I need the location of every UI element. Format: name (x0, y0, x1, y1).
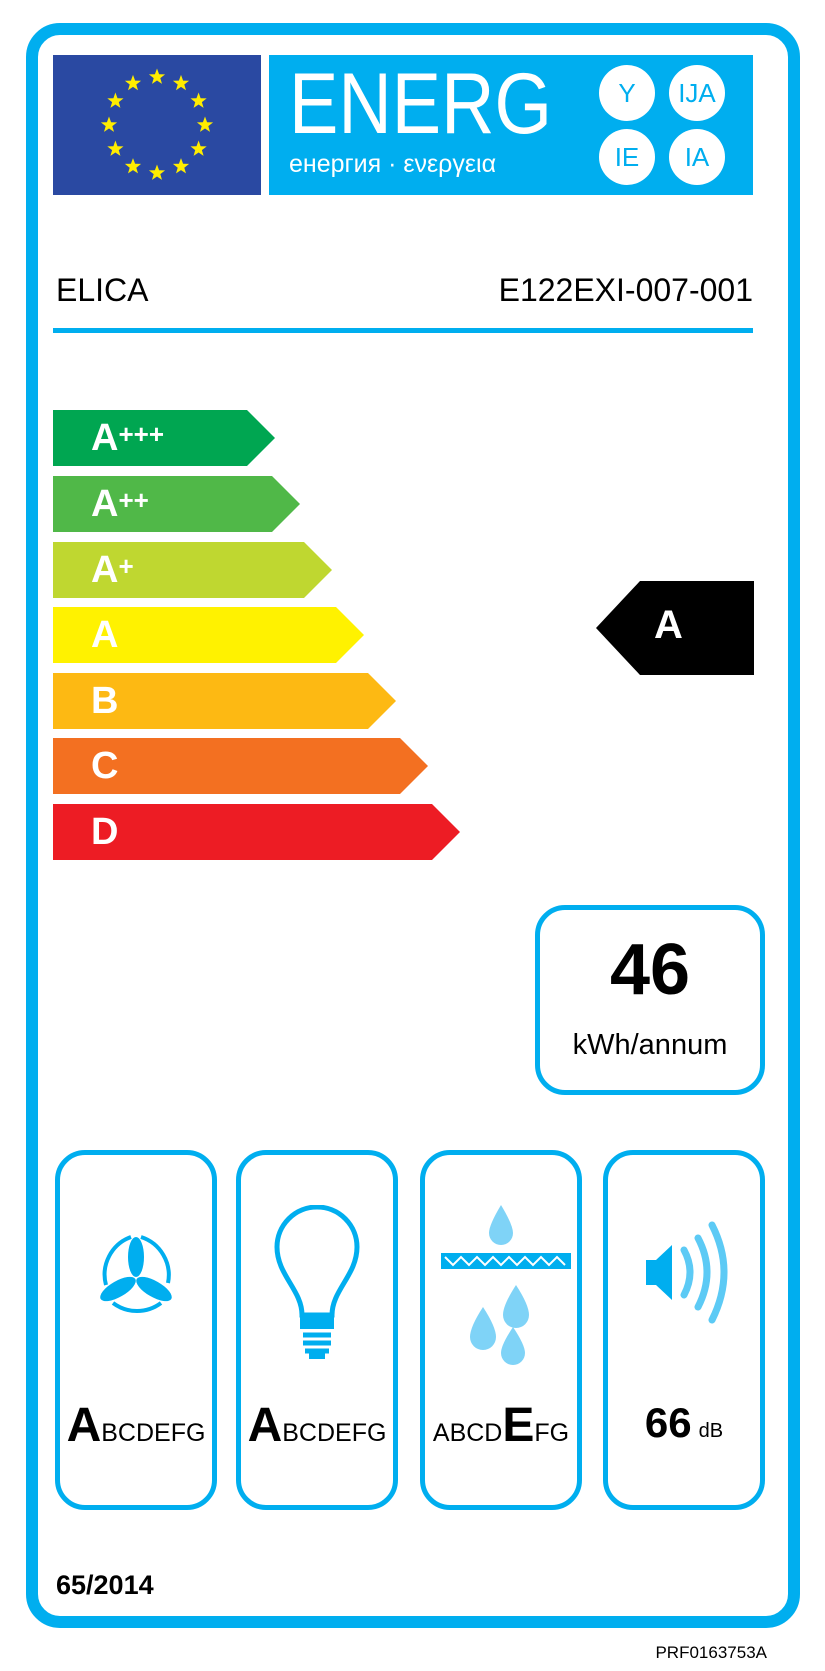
eu-star-icon (190, 140, 207, 156)
energy-class-label: A+ (91, 549, 134, 591)
eu-star-icon (190, 92, 207, 108)
fan-efficiency-scale: ABCDEFG (66, 1399, 206, 1452)
grease-filtering-scale: ABCDEFG (432, 1399, 570, 1452)
eu-star-icon (107, 92, 124, 108)
suffix-ia: IA (669, 129, 725, 185)
energy-class-arrow: A (53, 607, 364, 663)
energy-class-label: B (91, 680, 119, 722)
fan-efficiency-box: ABCDEFG (55, 1150, 217, 1510)
energy-subtitle: енергия · ενεργεια (289, 150, 497, 178)
energy-banner: ENERG енергия · ενεργεια Y IJA IE IA (269, 55, 753, 195)
eu-star-icon (124, 74, 142, 91)
consumption-value: 46 (609, 930, 691, 1010)
suffix-y: Y (599, 65, 655, 121)
noise-level: 66 dB (644, 1399, 724, 1446)
energy-class-label: D (91, 811, 119, 853)
eu-star-icon (196, 116, 214, 132)
supplier-name: ELICA (56, 272, 149, 308)
eu-star-icon (148, 68, 166, 84)
suffix-ija: IJA (669, 65, 725, 121)
eu-star-icon (172, 74, 190, 91)
energy-class-arrow: A++ (53, 476, 300, 532)
energy-class-label: A (91, 614, 119, 656)
lighting-efficiency-scale: ABCDEFG (247, 1399, 387, 1452)
eu-star-icon (124, 158, 142, 174)
eu-flag-icon (53, 55, 261, 195)
lightbulb-icon (274, 1205, 360, 1359)
energy-class-arrow: A+ (53, 542, 332, 598)
energy-class-label: A+++ (91, 417, 165, 459)
product-code: PRF0163753A (655, 1643, 767, 1662)
grease-filtering-box: ABCDEFG (420, 1150, 582, 1510)
lighting-efficiency-box: ABCDEFG (236, 1150, 398, 1510)
grease-filter-icon (441, 1205, 571, 1365)
energy-class-label: C (91, 745, 119, 787)
model-id: E122EXI-007-001 (498, 272, 753, 308)
energy-class-label: A++ (91, 483, 149, 525)
rating-letter: A (654, 603, 683, 647)
energy-title: ENERG (289, 56, 553, 152)
eu-star-icon (148, 164, 166, 180)
rating-arrow: A (596, 581, 754, 675)
energy-class-arrow: C (53, 738, 428, 794)
eu-star-icon (107, 140, 124, 156)
consumption-unit: kWh/annum (572, 1029, 728, 1061)
regulation-number: 65/2014 (56, 1570, 154, 1600)
energy-class-arrow: A+++ (53, 410, 275, 466)
eu-star-icon (100, 116, 118, 132)
noise-box: 66 dB (603, 1150, 765, 1510)
speaker-icon (646, 1221, 728, 1324)
consumption-box: 46 kWh/annum (535, 905, 765, 1095)
eu-star-icon (172, 158, 190, 174)
suffix-ie: IE (599, 129, 655, 185)
fan-icon (100, 1235, 172, 1313)
energy-class-arrow: B (53, 673, 396, 729)
label-frame (26, 23, 800, 1628)
energy-class-arrow: D (53, 804, 460, 860)
divider (53, 328, 753, 333)
